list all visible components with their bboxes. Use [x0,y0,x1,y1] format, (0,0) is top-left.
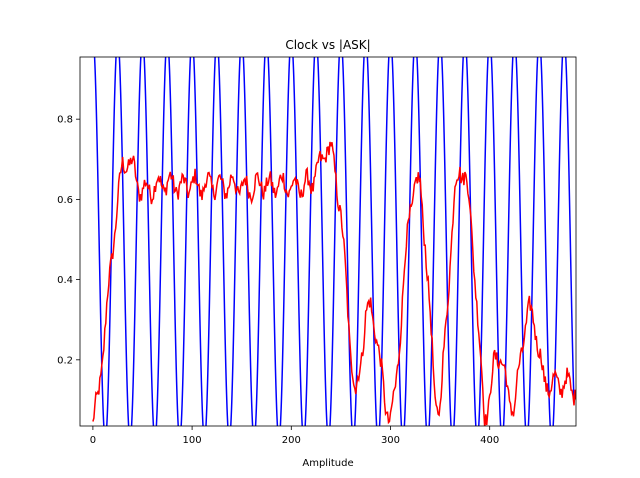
y-tick-label: 0.8 [57,115,73,126]
y-tick-label: 0.6 [57,195,73,206]
x-tick-label: 400 [480,435,499,446]
chart-title: Clock vs |ASK| [285,38,370,52]
y-axis: 0.2 0.4 0.6 0.8 [57,115,80,366]
series-line-clock [93,57,575,426]
plot-area [79,56,577,427]
x-axis-label: Amplitude [302,458,353,469]
x-tick-label: 100 [183,435,202,446]
x-tick-label: 200 [282,435,301,446]
plot-frame [79,56,577,427]
series-layer [92,57,576,426]
y-tick-label: 0.2 [57,355,73,366]
x-axis: 0 100 200 300 400 [90,426,499,446]
x-tick-label: 300 [381,435,400,446]
y-tick-label: 0.4 [57,275,73,286]
series-line-ask [92,141,576,426]
x-tick-label: 0 [90,435,96,446]
